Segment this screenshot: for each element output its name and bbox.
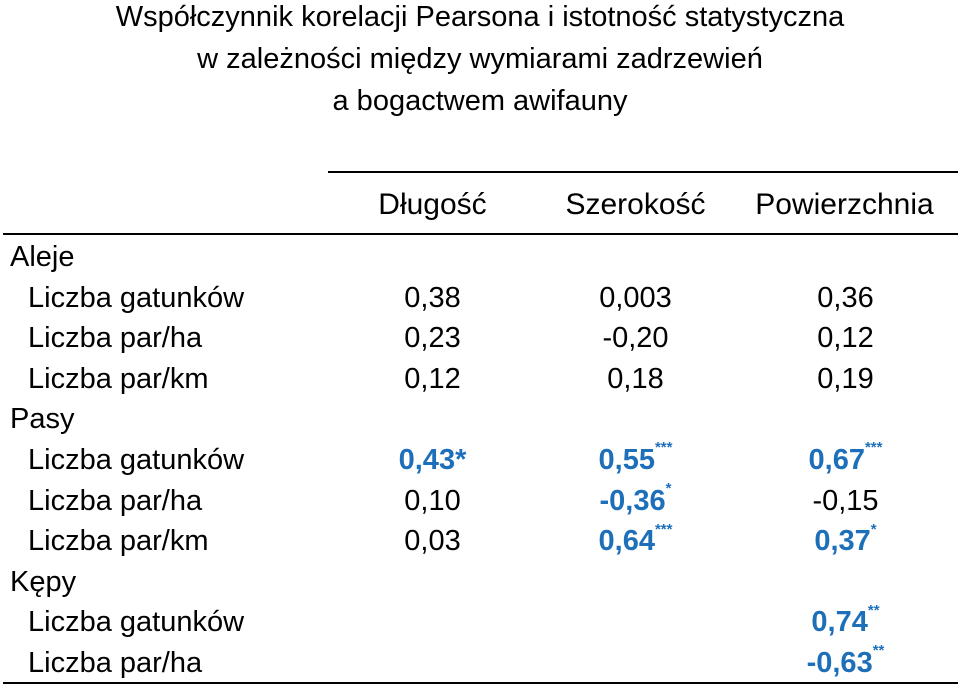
cell-value: 0,37 [814,525,871,558]
row-label: Liczba gatunków [28,606,245,639]
table-cell: 0,37* [778,521,913,562]
table-cell: 0,74** [778,602,913,643]
row-label: Liczba par/ha [28,322,203,355]
table-cell: 0,64*** [568,521,703,562]
row-label: Liczba par/km [28,362,209,395]
table-cell: -0,20 [568,318,703,359]
title-line-1: Współczynnik korelacji Pearsona i istotn… [115,1,845,33]
table-cell: 0,38 [370,278,495,319]
table-cell: 0,36 [778,278,913,319]
cell-value: 0,55 [598,444,655,476]
table-cell: -0,15 [778,481,913,522]
group-row: Pasy [0,399,960,440]
table-cell: 0,12 [370,359,495,400]
cell-value: 0,38 [404,281,461,314]
cell-value: 0,64 [598,525,655,558]
significance-marker: *** [654,520,673,538]
cell-value: 0,74 [811,606,868,639]
table-cell: -0,63** [778,643,913,684]
table-cell: 0,19 [778,359,913,400]
table-cell: -0,36* [568,481,703,522]
row-label: Liczba par/ha [28,484,203,517]
group-row: Kępy [0,562,960,603]
cell-value: 0,23 [404,322,461,355]
table-cell: 0,18 [568,359,703,400]
table-title: Współczynnik korelacji Pearsona i istotn… [0,0,960,122]
row-label: Liczba gatunków [28,444,245,476]
table-cell: 0,55*** [568,440,703,481]
group-label: Kępy [10,565,77,598]
group-label: Pasy [10,403,75,436]
table-row: Liczba par/ha 0,10 -0,36* -0,15 [0,481,960,522]
table-row: Liczba gatunków 0,38 0,003 0,36 [0,278,960,319]
cell-value: 0,12 [404,362,461,395]
cell-value: 0,43* [398,444,467,476]
table-row: Liczba par/ha -0,63** [0,643,960,684]
column-header-powierzchnia: Powierzchnia [755,188,934,221]
cell-value: 0,03 [404,525,461,558]
significance-marker: *** [864,439,883,457]
cell-value: -0,36 [599,484,666,517]
cell-value: 0,18 [607,362,664,395]
cell-value: 0,36 [817,281,874,314]
table-cell: 0,67*** [778,440,913,481]
table-cell: 0,03 [370,521,495,562]
row-label: Liczba gatunków [28,281,245,314]
cell-value: 0,003 [599,281,672,314]
row-label: Liczba par/km [28,525,209,558]
table-row: Liczba par/ha 0,23 -0,20 0,12 [0,318,960,359]
table-cell: 0,12 [778,318,913,359]
header-rule [3,233,958,235]
table-row: Liczba par/km 0,12 0,18 0,19 [0,359,960,400]
significance-marker: ** [867,601,880,619]
row-label: Liczba par/ha [28,647,203,679]
table-cell: 0,23 [370,318,495,359]
significance-marker: * [665,479,672,497]
table-row: Liczba gatunków 0,74** [0,602,960,643]
cell-value: -0,20 [602,322,669,355]
table-row: Liczba par/km 0,03 0,64*** 0,37* [0,521,960,562]
column-header-dlugosc: Długość [378,188,487,221]
title-line-3: a bogactwem awifauny [332,85,628,117]
top-rule [328,171,958,173]
cell-value: 0,67 [808,444,865,476]
table-cell: 0,10 [370,481,495,522]
bottom-rule [3,682,958,684]
table-cell: 0,003 [568,278,703,319]
significance-marker: *** [654,439,673,457]
cell-value: 0,12 [817,322,874,355]
cell-value: 0,10 [404,484,461,517]
table-cell: 0,43* [370,440,495,481]
table-row: Liczba gatunków 0,43* 0,55*** 0,67*** [0,440,960,481]
group-row: Aleje [0,237,960,278]
group-label: Aleje [10,241,75,273]
significance-marker: ** [872,642,885,660]
cell-value: -0,63 [806,647,873,679]
cell-value: 0,19 [817,362,874,395]
title-line-2: w zależności między wymiarami zadrzewień [197,43,763,75]
cell-value: -0,15 [812,484,879,517]
column-header-szerokosc: Szerokość [565,188,706,221]
significance-marker: * [870,520,877,538]
